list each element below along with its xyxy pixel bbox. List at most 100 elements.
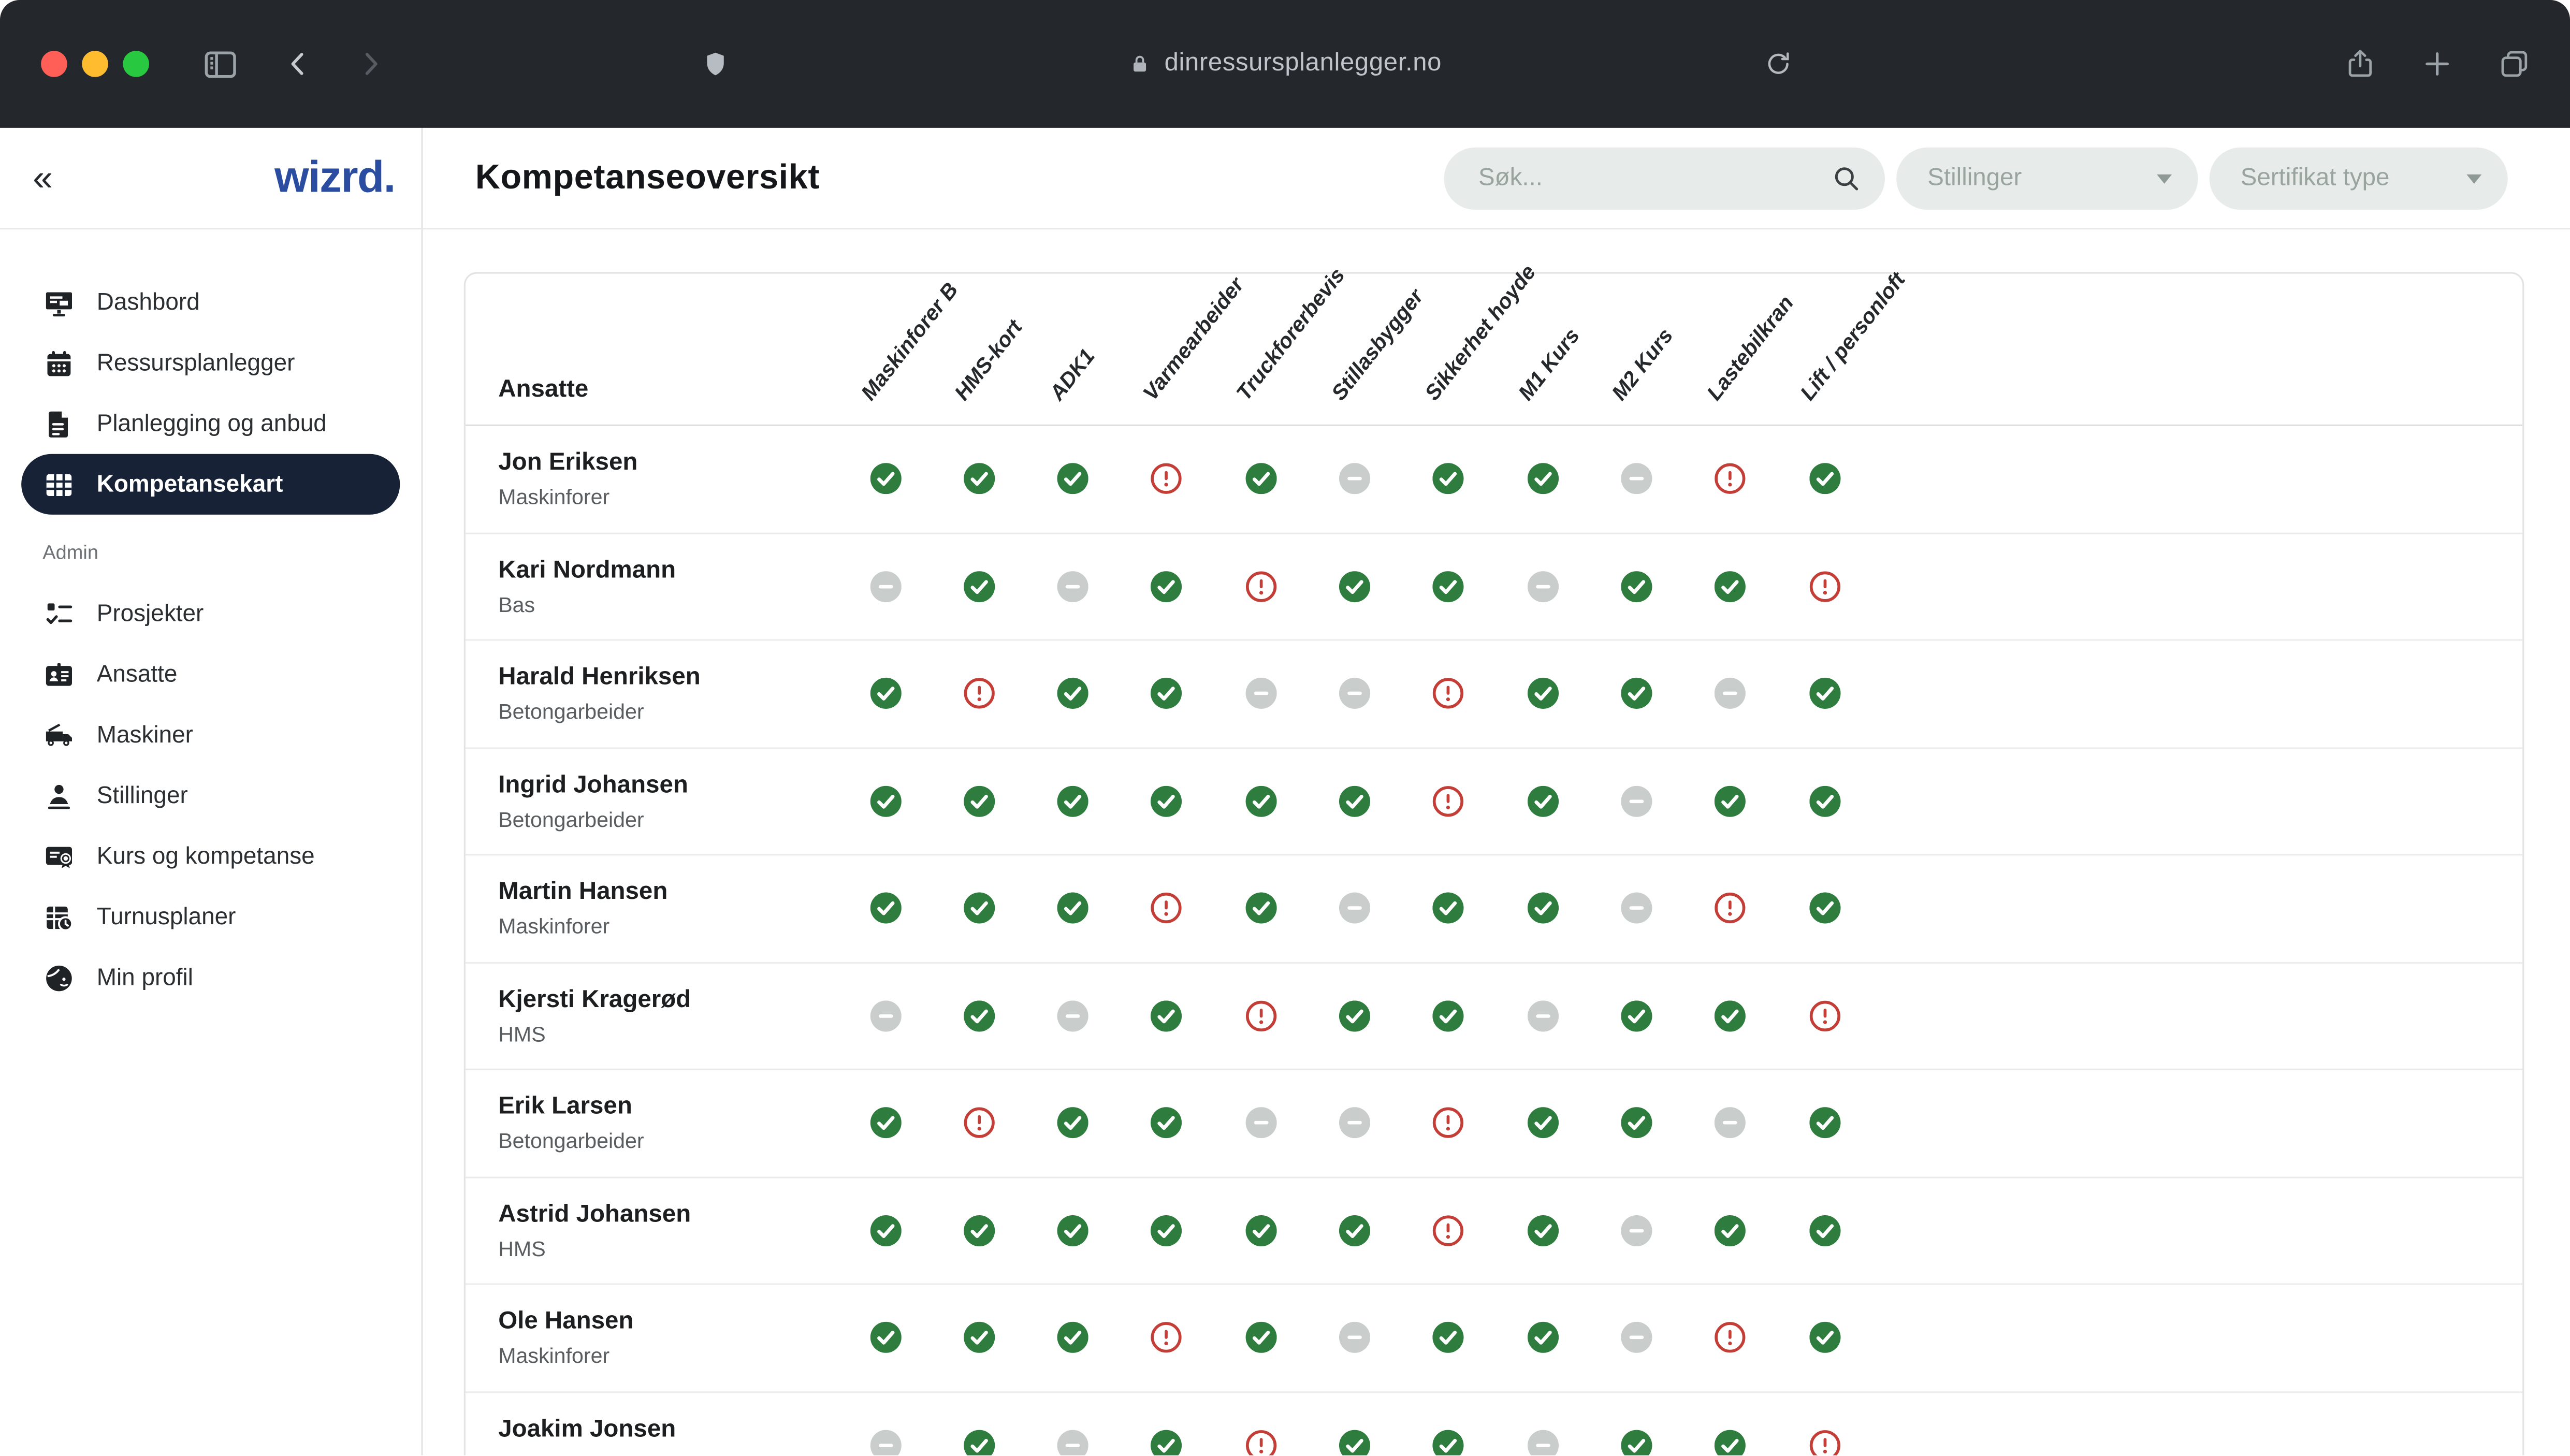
check-circle-icon[interactable] bbox=[1245, 1215, 1276, 1246]
minus-circle-icon[interactable] bbox=[1057, 1000, 1088, 1031]
minus-circle-icon[interactable] bbox=[1715, 678, 1746, 709]
forward-icon[interactable] bbox=[354, 48, 387, 80]
check-circle-icon[interactable] bbox=[869, 893, 901, 924]
check-circle-icon[interactable] bbox=[1151, 571, 1183, 602]
check-circle-icon[interactable] bbox=[1433, 893, 1464, 924]
minus-circle-icon[interactable] bbox=[1339, 678, 1371, 709]
minus-circle-icon[interactable] bbox=[869, 571, 901, 602]
alert-circle-icon[interactable] bbox=[1151, 463, 1182, 494]
check-circle-icon[interactable] bbox=[1339, 1000, 1371, 1031]
sidebar-item-min-profil[interactable]: Min profil bbox=[21, 947, 400, 1008]
sidebar-item-kompetansekart[interactable]: Kompetansekart bbox=[21, 454, 400, 515]
check-circle-icon[interactable] bbox=[1527, 1322, 1558, 1353]
sidebar-item-ressursplanlegger[interactable]: Ressursplanlegger bbox=[21, 333, 400, 394]
refresh-icon[interactable] bbox=[1764, 49, 1793, 79]
minus-circle-icon[interactable] bbox=[869, 1429, 901, 1456]
check-circle-icon[interactable] bbox=[1527, 1215, 1558, 1246]
check-circle-icon[interactable] bbox=[1057, 893, 1088, 924]
check-circle-icon[interactable] bbox=[1527, 678, 1558, 709]
check-circle-icon[interactable] bbox=[963, 1000, 995, 1031]
alert-circle-icon[interactable] bbox=[1433, 785, 1464, 817]
check-circle-icon[interactable] bbox=[963, 1429, 995, 1456]
check-circle-icon[interactable] bbox=[1057, 678, 1088, 709]
minus-circle-icon[interactable] bbox=[1621, 1322, 1652, 1353]
check-circle-icon[interactable] bbox=[869, 785, 901, 817]
filter-dropdown-sertifikat-type[interactable]: Sertifikat type bbox=[2209, 147, 2508, 209]
check-circle-icon[interactable] bbox=[1715, 785, 1746, 817]
alert-circle-icon[interactable] bbox=[1715, 1322, 1746, 1353]
check-circle-icon[interactable] bbox=[963, 785, 995, 817]
check-circle-icon[interactable] bbox=[1151, 1000, 1183, 1031]
check-circle-icon[interactable] bbox=[1527, 1107, 1558, 1139]
sidebar-item-maskiner[interactable]: Maskiner bbox=[21, 705, 400, 765]
check-circle-icon[interactable] bbox=[1433, 1322, 1464, 1353]
alert-circle-icon[interactable] bbox=[1715, 463, 1746, 494]
sidebar-item-dashbord[interactable]: Dashbord bbox=[21, 272, 400, 332]
check-circle-icon[interactable] bbox=[869, 1215, 901, 1246]
share-icon[interactable] bbox=[2344, 48, 2376, 80]
check-circle-icon[interactable] bbox=[963, 463, 995, 495]
close-window-button[interactable] bbox=[41, 51, 67, 77]
filter-dropdown-stillinger[interactable]: Stillinger bbox=[1896, 147, 2198, 209]
sidebar-item-ansatte[interactable]: Ansatte bbox=[21, 644, 400, 705]
check-circle-icon[interactable] bbox=[1527, 463, 1558, 495]
sidebar-item-planlegging-og-anbud[interactable]: Planlegging og anbud bbox=[21, 394, 400, 454]
sidebar-item-kurs-og-kompetanse[interactable]: Kurs og kompetanse bbox=[21, 826, 400, 886]
check-circle-icon[interactable] bbox=[1808, 1322, 1840, 1353]
check-circle-icon[interactable] bbox=[1057, 1107, 1088, 1139]
sidebar-toggle-icon[interactable] bbox=[201, 45, 239, 83]
check-circle-icon[interactable] bbox=[1621, 571, 1652, 602]
check-circle-icon[interactable] bbox=[1621, 1000, 1652, 1031]
check-circle-icon[interactable] bbox=[1151, 785, 1183, 817]
minus-circle-icon[interactable] bbox=[1621, 463, 1652, 495]
check-circle-icon[interactable] bbox=[1245, 1322, 1276, 1353]
check-circle-icon[interactable] bbox=[1621, 1107, 1652, 1139]
check-circle-icon[interactable] bbox=[1715, 1429, 1746, 1456]
tab-overview-icon[interactable] bbox=[2498, 48, 2531, 80]
check-circle-icon[interactable] bbox=[1621, 1429, 1652, 1456]
check-circle-icon[interactable] bbox=[1151, 678, 1183, 709]
search-input[interactable] bbox=[1475, 162, 1826, 194]
check-circle-icon[interactable] bbox=[1433, 571, 1464, 602]
back-icon[interactable] bbox=[282, 48, 314, 80]
minus-circle-icon[interactable] bbox=[1621, 1215, 1652, 1246]
check-circle-icon[interactable] bbox=[1808, 1215, 1840, 1246]
check-circle-icon[interactable] bbox=[1808, 463, 1840, 495]
check-circle-icon[interactable] bbox=[963, 571, 995, 602]
new-tab-icon[interactable] bbox=[2421, 48, 2453, 80]
minus-circle-icon[interactable] bbox=[869, 1000, 901, 1031]
check-circle-icon[interactable] bbox=[1245, 463, 1276, 495]
minus-circle-icon[interactable] bbox=[1527, 1000, 1558, 1031]
alert-circle-icon[interactable] bbox=[1433, 1108, 1464, 1139]
check-circle-icon[interactable] bbox=[1808, 893, 1840, 924]
address-bar[interactable]: dinressursplanlegger.no bbox=[1128, 49, 1442, 79]
minus-circle-icon[interactable] bbox=[1339, 1322, 1371, 1353]
check-circle-icon[interactable] bbox=[1339, 571, 1371, 602]
check-circle-icon[interactable] bbox=[1621, 678, 1652, 709]
check-circle-icon[interactable] bbox=[1808, 678, 1840, 709]
minus-circle-icon[interactable] bbox=[1245, 1107, 1276, 1139]
sidebar-item-stillinger[interactable]: Stillinger bbox=[21, 765, 400, 826]
alert-circle-icon[interactable] bbox=[963, 1108, 995, 1139]
minus-circle-icon[interactable] bbox=[1715, 1107, 1746, 1139]
minus-circle-icon[interactable] bbox=[1339, 463, 1371, 495]
minus-circle-icon[interactable] bbox=[1621, 785, 1652, 817]
check-circle-icon[interactable] bbox=[963, 893, 995, 924]
check-circle-icon[interactable] bbox=[869, 1107, 901, 1139]
minus-circle-icon[interactable] bbox=[1527, 571, 1558, 602]
check-circle-icon[interactable] bbox=[1433, 1000, 1464, 1031]
check-circle-icon[interactable] bbox=[1339, 1215, 1371, 1246]
check-circle-icon[interactable] bbox=[1151, 1429, 1183, 1456]
alert-circle-icon[interactable] bbox=[1433, 678, 1464, 709]
check-circle-icon[interactable] bbox=[963, 1215, 995, 1246]
check-circle-icon[interactable] bbox=[1151, 1107, 1183, 1139]
alert-circle-icon[interactable] bbox=[963, 678, 995, 709]
check-circle-icon[interactable] bbox=[1057, 1322, 1088, 1353]
fullscreen-window-button[interactable] bbox=[123, 51, 150, 77]
check-circle-icon[interactable] bbox=[869, 678, 901, 709]
minus-circle-icon[interactable] bbox=[1339, 1107, 1371, 1139]
check-circle-icon[interactable] bbox=[869, 1322, 901, 1353]
check-circle-icon[interactable] bbox=[1433, 463, 1464, 495]
check-circle-icon[interactable] bbox=[1245, 785, 1276, 817]
collapse-sidebar-button[interactable]: « bbox=[33, 156, 53, 198]
